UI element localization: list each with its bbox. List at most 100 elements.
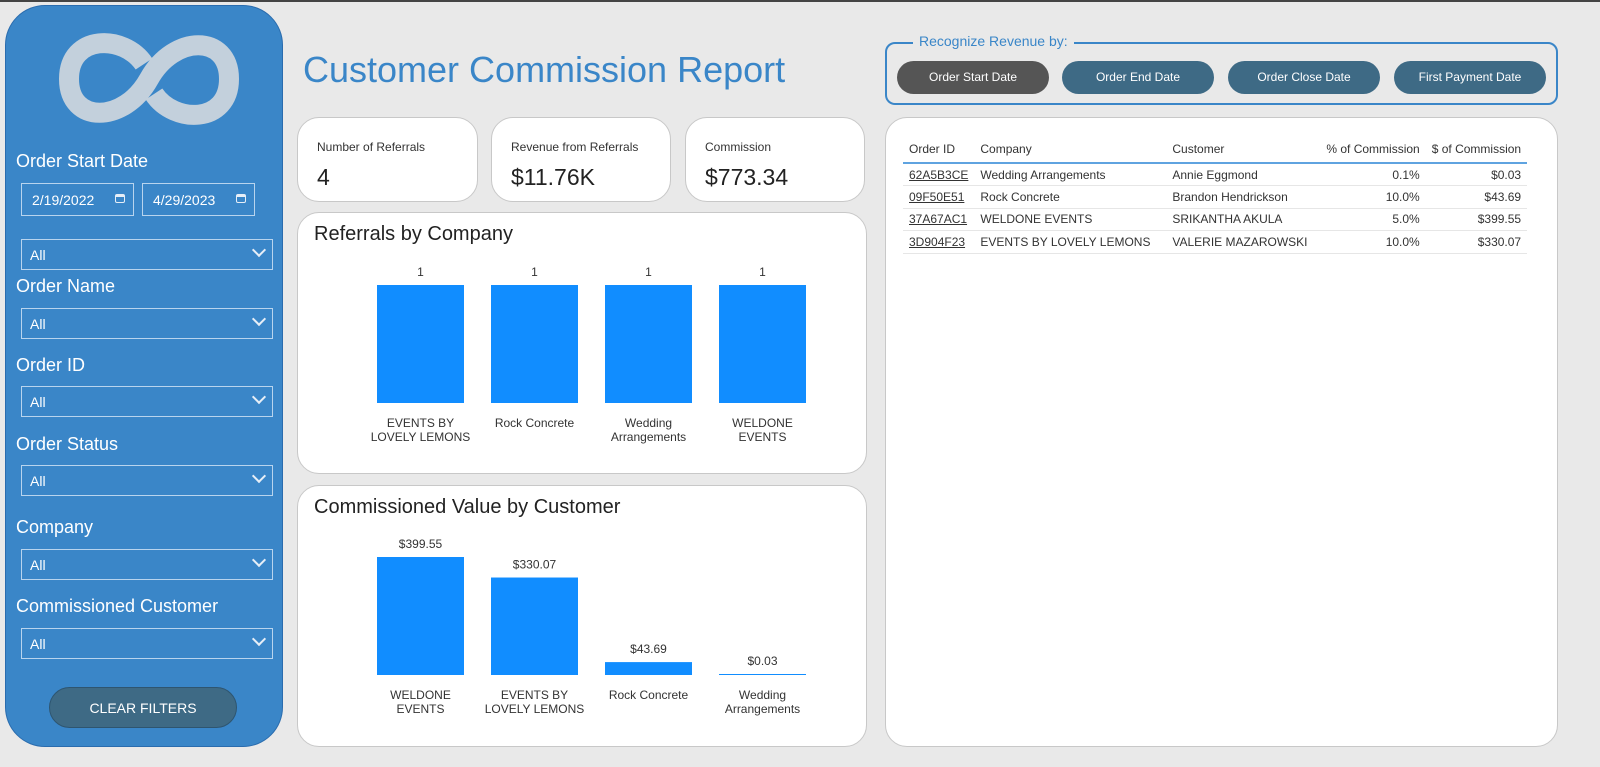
commissioned-customer-label: Commissioned Customer — [16, 596, 219, 616]
category-label: WELDONE EVENTS — [390, 688, 451, 716]
bar[interactable] — [605, 285, 692, 403]
dropdown-value: All — [30, 247, 46, 263]
category-label-line: WELDONE — [390, 688, 451, 702]
kpi-value: $773.34 — [705, 164, 789, 190]
category-label-line: Arrangements — [725, 702, 800, 716]
category-label-line: EVENTS BY — [387, 416, 454, 430]
chevron-down-icon — [251, 311, 267, 327]
commissioned-customer-dropdown[interactable]: All — [21, 628, 273, 659]
kpi-revenue-from-referrals: Revenue from Referrals $11.76K — [491, 117, 671, 202]
calendar-icon[interactable] — [115, 194, 125, 203]
dropdown-value: All — [30, 394, 46, 410]
category-label-line: EVENTS BY — [501, 688, 568, 702]
category-label-line: WELDONE — [732, 416, 793, 430]
kpi-value: $11.76K — [511, 164, 595, 190]
table-cell: 62A5B3CE — [903, 163, 975, 186]
data-label: 1 — [645, 265, 652, 279]
table-cell: WELDONE EVENTS — [974, 208, 1167, 231]
order-id-dropdown[interactable]: All — [21, 386, 273, 417]
first-payment-date-button[interactable]: First Payment Date — [1394, 61, 1546, 94]
bar[interactable] — [377, 557, 464, 675]
data-label: 1 — [531, 265, 538, 279]
dropdown-value: All — [30, 636, 46, 652]
order-status-dropdown[interactable]: All — [21, 465, 273, 496]
bar[interactable] — [377, 285, 464, 403]
column-header[interactable]: % of Commission — [1320, 135, 1426, 164]
column-header[interactable]: Order ID — [903, 135, 975, 164]
calendar-icon[interactable] — [236, 194, 246, 203]
category-label-line: Rock Concrete — [609, 688, 689, 702]
category-label: WELDONE EVENTS — [732, 416, 793, 444]
bar[interactable] — [719, 285, 806, 403]
column-header[interactable]: Company — [974, 135, 1167, 164]
table-row: 09F50E51 Rock Concrete Brandon Hendrickson… — [903, 185, 1528, 209]
column-header[interactable]: $ of Commission — [1425, 135, 1528, 164]
chevron-down-icon — [251, 389, 267, 405]
kpi-value: 4 — [317, 164, 330, 190]
kpi-commission: Commission $773.34 — [685, 117, 865, 202]
table-cell: $0.03 — [1425, 163, 1528, 186]
data-label: $399.55 — [399, 537, 443, 551]
chevron-down-icon — [251, 552, 267, 568]
table-cell: VALERIE MAZAROWSKI — [1166, 230, 1321, 254]
order-id-link[interactable]: 09F50E51 — [909, 189, 965, 204]
dropdown-value: All — [30, 557, 46, 573]
order-close-date-button[interactable]: Order Close Date — [1228, 61, 1380, 94]
table-cell: $43.69 — [1425, 185, 1528, 209]
table-cell: Annie Eggmond — [1166, 163, 1321, 186]
bar[interactable] — [719, 674, 806, 675]
table-cell: $399.55 — [1425, 208, 1528, 231]
bar[interactable] — [491, 285, 578, 403]
recognize-revenue-legend: Recognize Revenue by: — [913, 33, 1074, 49]
category-label-line: EVENTS — [396, 702, 444, 716]
referrals-bar-chart: 1 EVENTS BY LOVELY LEMONS 1 Rock Concrete 1 We… — [371, 265, 806, 444]
category-label: Wedding Arrangements — [725, 688, 800, 716]
order-id-link[interactable]: 37A67AC1 — [909, 212, 968, 227]
order-end-date-button[interactable]: Order End Date — [1062, 61, 1214, 94]
kpi-label: Revenue from Referrals — [511, 140, 639, 154]
order-id-link[interactable]: 62A5B3CE — [909, 167, 969, 182]
table-cell: 3D904F23 — [903, 230, 975, 254]
category-label-line: EVENTS — [738, 430, 786, 444]
category-label-line: Rock Concrete — [495, 416, 575, 430]
clear-filters-button[interactable]: CLEAR FILTERS — [49, 687, 237, 728]
kpi-number-of-referrals: Number of Referrals 4 — [297, 117, 478, 202]
bar[interactable] — [491, 577, 578, 675]
column-header[interactable]: Customer — [1166, 135, 1321, 164]
table-cell: 5.0% — [1320, 208, 1426, 231]
end-date-input[interactable]: 4/29/2023 — [142, 183, 255, 216]
chart-title: Commissioned Value by Customer — [314, 496, 621, 518]
table-cell: 09F50E51 — [903, 185, 975, 209]
recognize-revenue-group: Recognize Revenue by: Order Start Date O… — [885, 33, 1558, 105]
category-label: Wedding Arrangements — [611, 416, 686, 444]
chevron-down-icon — [251, 242, 267, 258]
chart-title: Referrals by Company — [314, 223, 513, 245]
dropdown-value: All — [30, 316, 46, 332]
table-cell: 10.0% — [1320, 185, 1426, 209]
orders-table-card: Order ID Company Customer % of Commissio… — [885, 117, 1558, 747]
order-start-date-label: Order Start Date — [16, 151, 149, 171]
company-dropdown[interactable]: All — [21, 549, 273, 580]
start-date-value: 2/19/2022 — [32, 192, 95, 208]
category-label: EVENTS BY LOVELY LEMONS — [485, 688, 585, 716]
table-row: 62A5B3CE Wedding Arrangements Annie Eggmon… — [903, 163, 1528, 186]
order-name-dropdown[interactable]: All — [21, 308, 273, 339]
table-row: 37A67AC1 WELDONE EVENTS SRIKANTHA AKULA 5.0… — [903, 208, 1528, 231]
table-cell: Wedding Arrangements — [974, 163, 1167, 186]
data-label: $0.03 — [747, 654, 777, 668]
order-start-date-button[interactable]: Order Start Date — [897, 61, 1049, 94]
orders-table: Order ID Company Customer % of Commissio… — [903, 135, 1528, 254]
chevron-down-icon — [251, 631, 267, 647]
start-date-input[interactable]: 2/19/2022 — [21, 183, 134, 216]
order-id-link[interactable]: 3D904F23 — [909, 234, 966, 249]
company-label: Company — [16, 517, 94, 537]
category-label: Rock Concrete — [609, 688, 689, 702]
bar[interactable] — [605, 662, 692, 675]
data-label: $330.07 — [513, 558, 557, 572]
table-cell: $330.07 — [1425, 230, 1528, 254]
date-range-dropdown[interactable]: All — [21, 239, 273, 270]
table-cell: 10.0% — [1320, 230, 1426, 254]
table-cell: EVENTS BY LOVELY LEMONS — [974, 230, 1167, 254]
category-label-line: Arrangements — [611, 430, 686, 444]
category-label-line: LOVELY LEMONS — [371, 430, 471, 444]
